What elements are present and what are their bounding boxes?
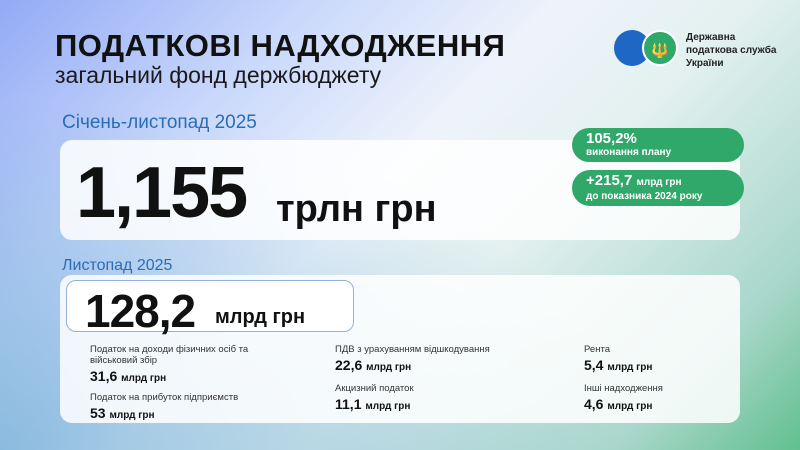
- item-value: 31,6: [90, 368, 118, 384]
- growth-unit: млрд грн: [636, 177, 682, 188]
- plan-value: 105,2%: [586, 130, 637, 147]
- item-other: Інші надходження 4,6 млрд грн: [584, 383, 663, 412]
- month-value: 128,2: [85, 285, 196, 337]
- item-value: 4,6: [584, 396, 604, 412]
- item-rent: Рента 5,4 млрд грн: [584, 344, 652, 373]
- item-unit: млрд грн: [607, 362, 653, 373]
- month-total-box: [66, 280, 354, 332]
- ytd-value: 1,155: [76, 153, 248, 233]
- ytd-period: Січень-листопад 2025: [62, 112, 257, 133]
- item-unit: млрд грн: [365, 401, 411, 412]
- page-subtitle: загальний фонд держбюджету: [55, 62, 382, 88]
- item-unit: млрд грн: [607, 401, 653, 412]
- item-profit-tax: Податок на прибуток підприємств 53 млрд …: [90, 392, 238, 421]
- month-unit: млрд грн: [215, 306, 306, 328]
- item-value: 5,4: [584, 357, 604, 373]
- item-value: 22,6: [335, 357, 363, 373]
- item-label: ПДВ з урахуванням відшкодування: [335, 344, 490, 355]
- item-label: Акцизний податок: [335, 383, 414, 394]
- growth-value: +215,7: [586, 172, 633, 189]
- growth-badge: +215,7 млрд грн до показника 2024 року: [572, 170, 744, 206]
- growth-label: до показника 2024 року: [586, 191, 703, 202]
- item-pdfo: Податок на доходи фізичних осіб та війсь…: [90, 344, 290, 384]
- ytd-unit: трлн грн: [276, 188, 437, 230]
- plan-label: виконання плану: [586, 147, 672, 158]
- trident-icon: 🔱: [642, 30, 678, 66]
- item-value: 11,1: [335, 396, 362, 412]
- item-label: Рента: [584, 344, 610, 355]
- item-label: Інші надходження: [584, 383, 663, 394]
- item-excise: Акцизний податок 11,1 млрд грн: [335, 383, 414, 412]
- item-unit: млрд грн: [366, 362, 412, 373]
- item-unit: млрд грн: [121, 373, 167, 384]
- item-vat: ПДВ з урахуванням відшкодування 22,6 млр…: [335, 344, 490, 373]
- month-period: Листопад 2025: [62, 257, 173, 274]
- logo-text: Державна податкова служба України: [686, 32, 777, 69]
- logo: 🔱: [614, 30, 684, 66]
- page-title: ПОДАТКОВІ НАДХОДЖЕННЯ: [55, 28, 506, 63]
- item-value: 53: [90, 405, 106, 421]
- item-label: Податок на прибуток підприємств: [90, 392, 239, 403]
- item-unit: млрд грн: [109, 410, 155, 421]
- plan-badge: 105,2% виконання плану: [572, 128, 744, 162]
- item-label: Податок на доходи фізичних осіб та війсь…: [90, 344, 249, 366]
